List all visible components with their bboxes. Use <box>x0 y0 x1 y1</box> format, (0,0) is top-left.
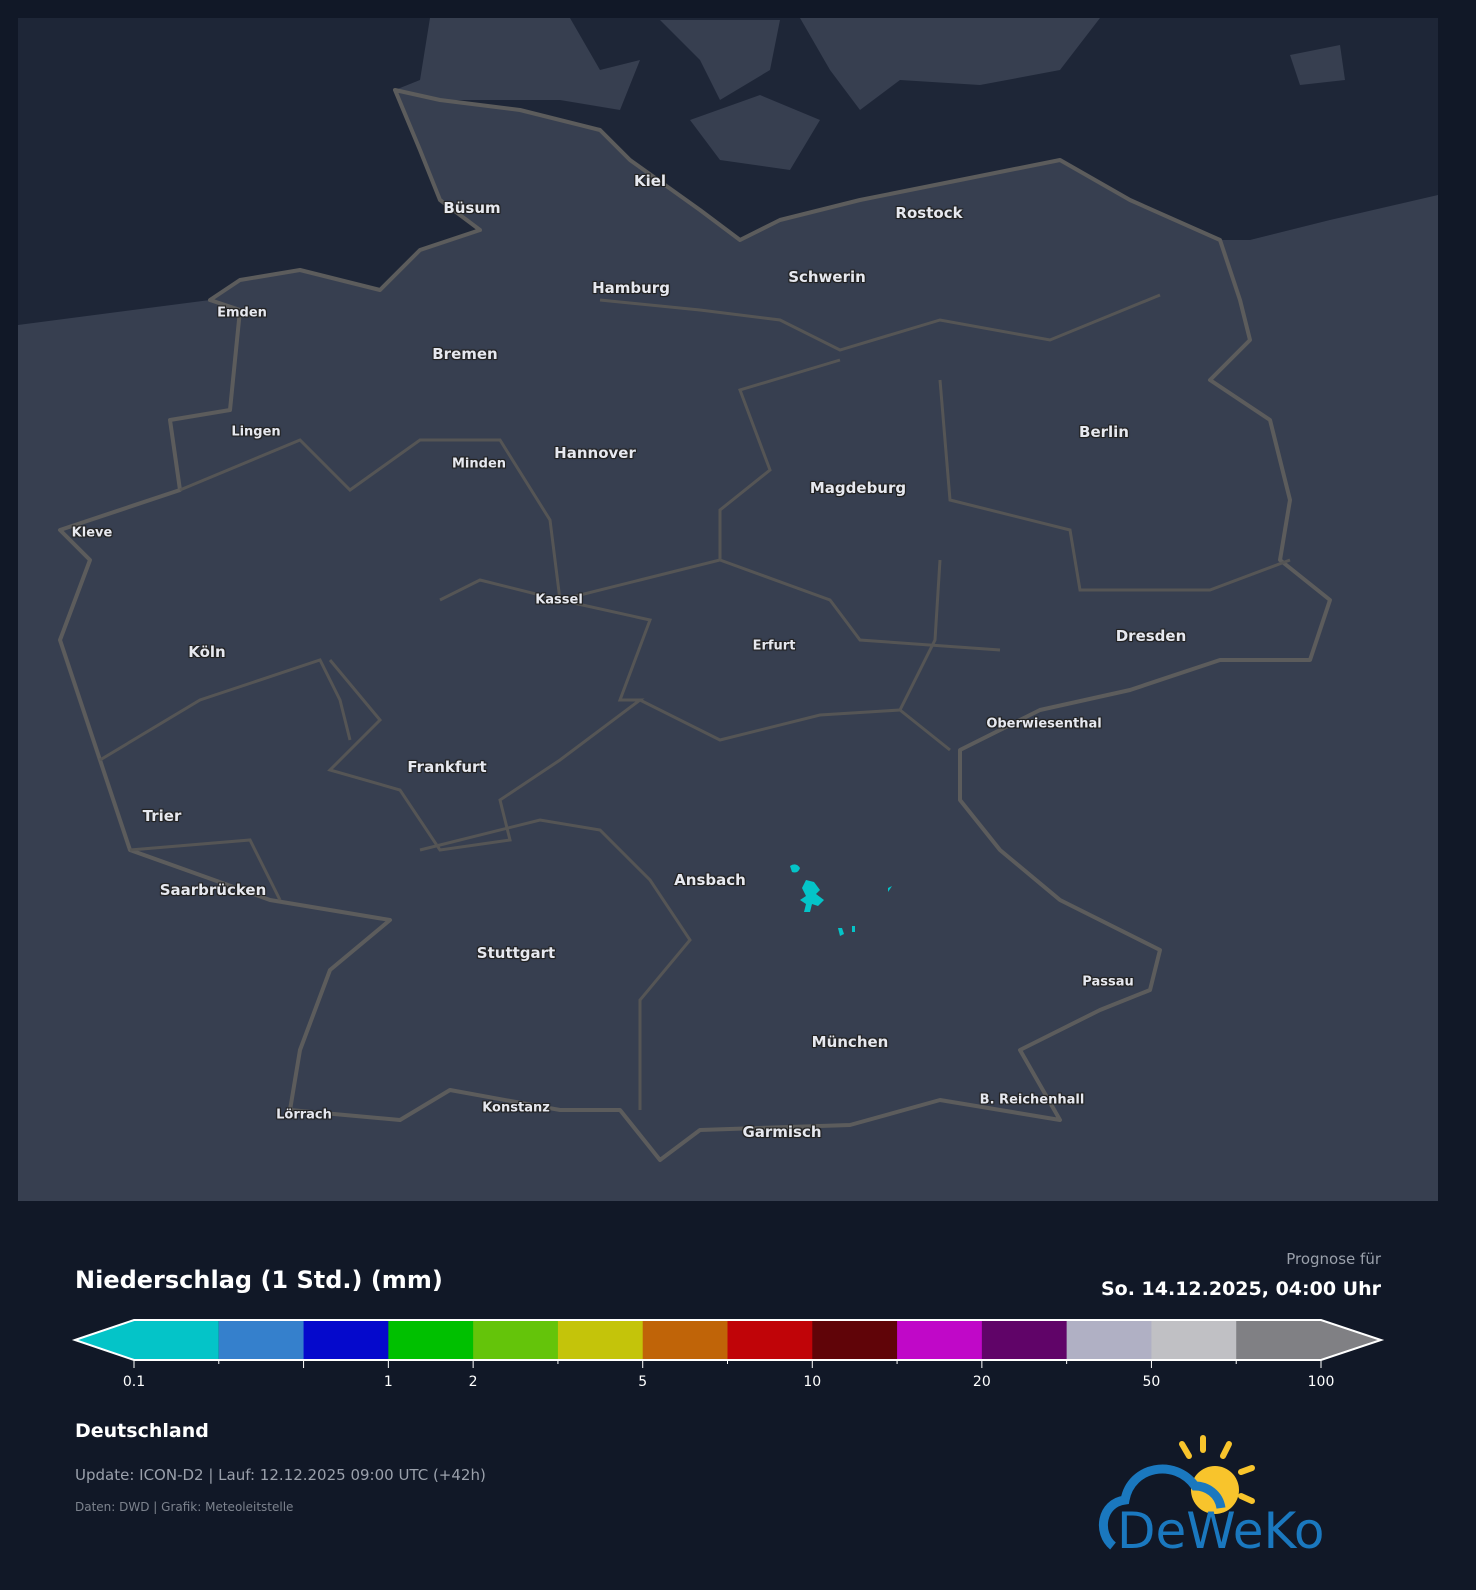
city-label: Rostock <box>895 204 963 222</box>
legend-swatch <box>218 1320 305 1360</box>
city-label: Emden <box>217 305 267 321</box>
legend-tick-label: 100 <box>1307 1374 1335 1390</box>
city-label: München <box>811 1033 889 1051</box>
legend-tick-label: 2 <box>468 1374 478 1390</box>
state-borders <box>99 293 1291 1110</box>
color-legend <box>71 1319 1385 1368</box>
update-info: Update: ICON-D2 | Lauf: 12.12.2025 09:00… <box>75 1466 486 1484</box>
legend-swatch <box>1236 1320 1381 1360</box>
city-label: Lörrach <box>276 1107 332 1123</box>
forecast-date: So. 14.12.2025, 04:00 Uhr <box>1100 1278 1381 1300</box>
legend-tick-label: 10 <box>803 1374 822 1390</box>
city-label: Konstanz <box>482 1100 550 1116</box>
city-label: Lingen <box>231 424 281 440</box>
legend-swatch <box>388 1320 474 1360</box>
sun-icon <box>1179 1435 1255 1504</box>
legend-swatch <box>1151 1320 1237 1360</box>
legend-tick-label: 0.1 <box>122 1374 146 1390</box>
city-label: B. Reichenhall <box>979 1092 1085 1108</box>
logo-text: DeWeKo <box>1117 1502 1324 1560</box>
forecast-label: Prognose für <box>1286 1250 1381 1268</box>
city-label: Erfurt <box>752 638 796 654</box>
bornholm <box>1290 45 1345 85</box>
city-label: Magdeburg <box>809 479 907 497</box>
city-label: Trier <box>142 807 182 825</box>
city-label: Hannover <box>554 444 636 462</box>
danish-islands-2 <box>690 95 820 170</box>
danish-islands <box>660 20 780 100</box>
precipitation-map: Kiel Büsum Rostock Schwerin Hamburg Emden Brem… <box>18 18 1438 1201</box>
city-label: Kiel <box>633 172 667 190</box>
legend-tick-label: 50 <box>1142 1374 1161 1390</box>
denmark-land <box>440 18 640 110</box>
north-sea <box>18 18 480 325</box>
legend-swatch <box>727 1320 813 1360</box>
map-title: Niederschlag (1 Std.) (mm) <box>75 1266 443 1294</box>
credits: Daten: DWD | Grafik: Meteoleitstelle <box>75 1500 294 1514</box>
legend-tick-label: 5 <box>638 1374 648 1390</box>
legend-swatch <box>303 1320 389 1360</box>
legend-swatch <box>981 1320 1068 1360</box>
city-label: Berlin <box>1079 423 1129 441</box>
sweden-land <box>800 18 1100 110</box>
legend-swatch <box>557 1320 644 1360</box>
city-label: Ansbach <box>674 871 746 889</box>
city-label: Schwerin <box>788 268 866 286</box>
legend-swatch <box>897 1320 983 1360</box>
legend-swatch <box>812 1320 898 1360</box>
city-label: Minden <box>451 456 507 472</box>
legend-swatch <box>75 1320 219 1360</box>
city-label: Stuttgart <box>476 944 556 962</box>
legend-swatch <box>473 1320 559 1360</box>
legend-tick-label: 1 <box>383 1374 393 1390</box>
city-label: Hamburg <box>592 279 670 297</box>
germany-border <box>58 88 1332 1162</box>
city-label: Dresden <box>1115 627 1187 645</box>
city-label: Kassel <box>535 592 583 608</box>
cloud-icon <box>1099 1464 1226 1550</box>
city-label: Saarbrücken <box>159 881 267 899</box>
city-label: Garmisch <box>742 1123 822 1141</box>
city-label: Köln <box>188 643 226 661</box>
deweko-logo: DeWeKo <box>1099 1435 1324 1560</box>
city-label: Kleve <box>71 525 113 541</box>
city-label: Passau <box>1082 974 1134 990</box>
city-label: Bremen <box>432 345 498 363</box>
legend-swatch <box>642 1320 728 1360</box>
baltic-sea <box>440 18 1438 240</box>
map-base <box>18 18 1438 1162</box>
legend-swatch <box>1066 1320 1152 1360</box>
city-label: Oberwiesenthal <box>986 716 1102 732</box>
city-label: Büsum <box>443 199 501 217</box>
region-name: Deutschland <box>75 1420 209 1442</box>
precipitation-cells <box>790 864 892 936</box>
legend-tick-label: 20 <box>972 1374 991 1390</box>
city-label: Frankfurt <box>407 758 487 776</box>
